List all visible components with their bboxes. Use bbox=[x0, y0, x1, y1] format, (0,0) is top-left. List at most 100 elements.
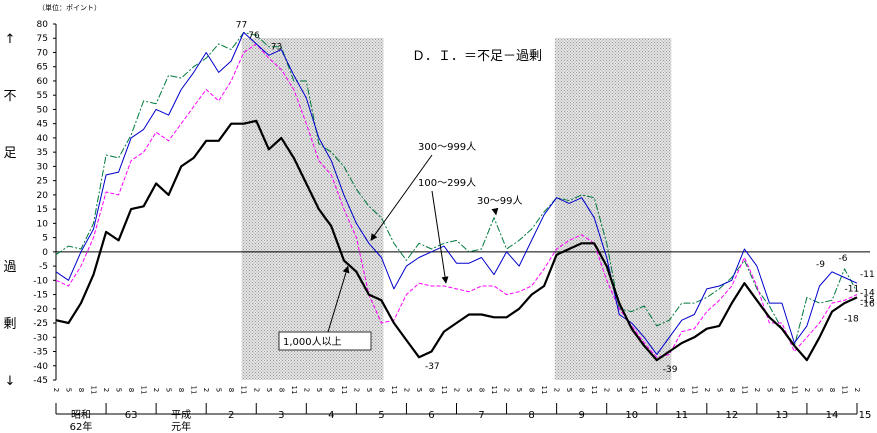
x-quarter-label: 11 bbox=[790, 386, 798, 395]
point-label-6: -9 bbox=[816, 260, 825, 270]
x-quarter-label: 2 bbox=[453, 388, 461, 392]
annotation-arrow-2 bbox=[491, 207, 499, 216]
x-quarter-label: 5 bbox=[415, 388, 423, 392]
x-quarter-label: 5 bbox=[165, 388, 173, 392]
x-quarter-label: 8 bbox=[528, 388, 536, 392]
x-quarter-label: 11 bbox=[90, 386, 98, 395]
year-label: 11 bbox=[675, 410, 688, 421]
y-tick-label: 80 bbox=[37, 20, 49, 30]
point-label-0: 77 bbox=[236, 21, 247, 31]
y-tick-label: 55 bbox=[37, 91, 48, 101]
point-label-10: -15 bbox=[860, 296, 875, 306]
x-quarter-label: 5 bbox=[215, 388, 223, 392]
x-quarter-label: 2 bbox=[252, 388, 260, 392]
year-label: 15 bbox=[859, 410, 872, 421]
x-quarter-label: 2 bbox=[152, 388, 160, 392]
x-quarter-label: 2 bbox=[603, 388, 611, 392]
y-side-label: 不 bbox=[3, 89, 16, 104]
point-label-2: 73 bbox=[271, 42, 282, 52]
year-label: 3 bbox=[278, 410, 284, 421]
y-tick-label: 30 bbox=[37, 162, 49, 172]
y-tick-label: 50 bbox=[37, 105, 49, 115]
y-tick-label: -20 bbox=[33, 305, 48, 315]
point-label-12: -18 bbox=[844, 315, 859, 325]
y-tick-label: 25 bbox=[37, 177, 48, 187]
year-label: 5 bbox=[378, 410, 384, 421]
y-tick-label: 0 bbox=[42, 248, 48, 258]
x-quarter-label: 11 bbox=[340, 386, 348, 395]
x-quarter-label: 5 bbox=[665, 388, 673, 392]
x-quarter-label: 11 bbox=[840, 386, 848, 395]
annotation-label-0: 300～999人 bbox=[418, 141, 476, 153]
formula-label: Ｄ．Ｉ．＝不足－過剰 bbox=[412, 49, 542, 64]
series-line-2 bbox=[55, 43, 858, 358]
x-quarter-label: 8 bbox=[177, 388, 185, 392]
annotation-arrow-1 bbox=[431, 190, 449, 284]
y-tick-label: 60 bbox=[37, 77, 49, 87]
y-tick-label: 70 bbox=[37, 48, 49, 58]
x-quarter-label: 2 bbox=[753, 388, 761, 392]
y-side-label: 剰 bbox=[3, 317, 16, 332]
year-label-line2: 62年 bbox=[70, 420, 93, 433]
x-quarter-label: 11 bbox=[440, 386, 448, 395]
y-tick-label: -10 bbox=[33, 276, 48, 286]
series-line-0 bbox=[55, 119, 858, 362]
x-quarter-label: 2 bbox=[653, 388, 661, 392]
point-label-5: -6 bbox=[838, 254, 847, 264]
x-quarter-label: 8 bbox=[127, 388, 135, 392]
x-quarter-label: 8 bbox=[778, 388, 786, 392]
y-tick-label: -30 bbox=[33, 333, 48, 343]
x-quarter-label: 11 bbox=[240, 386, 248, 395]
year-label: 10 bbox=[625, 410, 638, 421]
x-axis: 2 5 8 11 2 5 8 11 2 5 8 11 2 5 8 11 2 5 8 11 2 5 8 11 2 5 8 11 2 5 8 11… bbox=[52, 386, 871, 433]
point-label-8: -14 bbox=[860, 289, 875, 299]
y-tick-label: 45 bbox=[37, 120, 48, 130]
year-label: 2 bbox=[228, 410, 234, 421]
x-quarter-label: 2 bbox=[803, 388, 811, 392]
x-quarter-label: 2 bbox=[202, 388, 210, 392]
x-quarter-label: 5 bbox=[565, 388, 573, 392]
year-label-line2: 元年 bbox=[171, 420, 191, 433]
x-quarter-label: 8 bbox=[728, 388, 736, 392]
x-quarter-label: 2 bbox=[302, 388, 310, 392]
year-label: 9 bbox=[578, 410, 584, 421]
y-tick-label: -45 bbox=[33, 376, 48, 386]
x-quarter-label: 8 bbox=[377, 388, 385, 392]
x-quarter-label: 5 bbox=[615, 388, 623, 392]
series-line-3 bbox=[55, 32, 858, 347]
x-quarter-label: 11 bbox=[140, 386, 148, 395]
x-quarter-label: 11 bbox=[690, 386, 698, 395]
x-quarter-label: 5 bbox=[515, 388, 523, 392]
y-side-label: 足 bbox=[3, 146, 16, 161]
point-label-1: 76 bbox=[248, 31, 260, 41]
x-quarter-label: 2 bbox=[102, 388, 110, 392]
point-label-9: -11 bbox=[844, 284, 859, 294]
x-quarter-label: 8 bbox=[277, 388, 285, 392]
x-quarter-label: 5 bbox=[465, 388, 473, 392]
x-quarter-label: 5 bbox=[715, 388, 723, 392]
x-quarter-label: 5 bbox=[265, 388, 273, 392]
y-tick-label: 15 bbox=[37, 205, 48, 215]
x-quarter-label: 8 bbox=[828, 388, 836, 392]
annotation-label-1: 100～299人 bbox=[418, 177, 476, 189]
x-quarter-label: 2 bbox=[352, 388, 360, 392]
x-quarter-label: 11 bbox=[640, 386, 648, 395]
x-quarter-label: 5 bbox=[765, 388, 773, 392]
y-tick-label: 10 bbox=[37, 219, 49, 229]
y-axis: 80757065605550454035302520151050-5-10-15… bbox=[33, 20, 56, 386]
unit-label: （単位：ポイント） bbox=[38, 3, 101, 12]
y-tick-label: -5 bbox=[39, 262, 48, 272]
x-quarter-label: 2 bbox=[703, 388, 711, 392]
x-quarter-label: 8 bbox=[77, 388, 85, 392]
x-quarter-label: 5 bbox=[65, 388, 73, 392]
annotation-box-3 bbox=[278, 331, 372, 351]
x-quarter-label: 2 bbox=[503, 388, 511, 392]
y-side-label: ↓ bbox=[5, 374, 16, 389]
x-quarter-label: 11 bbox=[390, 386, 398, 395]
x-quarter-label: 11 bbox=[590, 386, 598, 395]
year-label: 6 bbox=[428, 410, 434, 421]
x-quarter-label: 8 bbox=[427, 388, 435, 392]
y-tick-label: -40 bbox=[33, 362, 48, 372]
